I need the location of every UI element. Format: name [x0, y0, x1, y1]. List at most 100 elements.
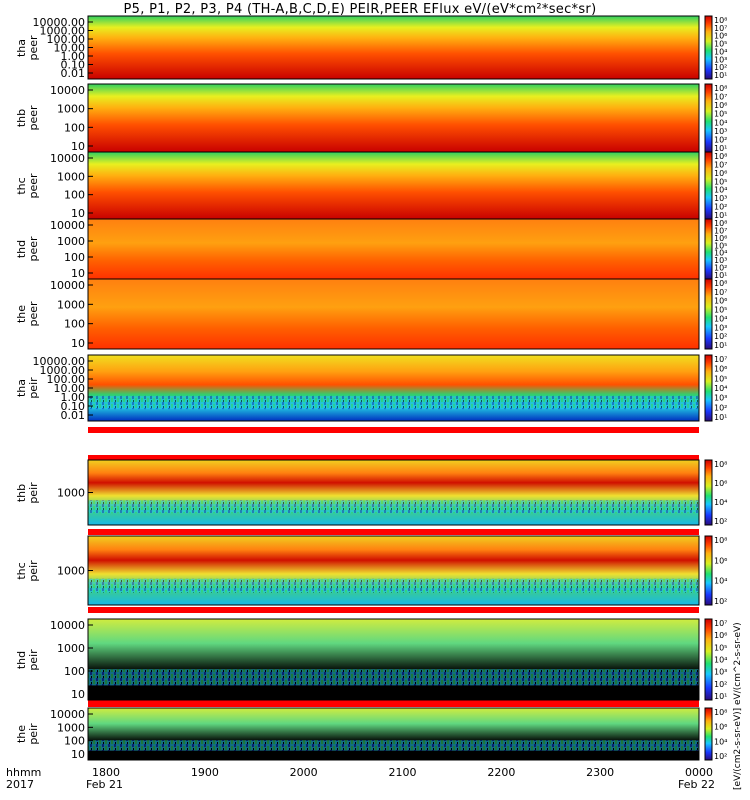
xaxis-end-date: Feb 22 [678, 778, 715, 791]
xtick-label: 2200 [487, 766, 516, 779]
colorbar-tick-label: 10⁴ [714, 577, 727, 586]
colorbar-tick-label: 10⁴ [714, 656, 727, 665]
ytick-label: 1.00 [61, 391, 86, 404]
colorbar-tick-label: 10⁴ [714, 118, 727, 127]
ylabel-thc-peer: thc peer [15, 172, 40, 199]
ylabel-tha-peer: tha peer [15, 34, 40, 61]
colorbar-tick-label: 10² [714, 63, 727, 72]
colorbar-the-peer [704, 278, 713, 350]
colorbar-tick-label: 10¹ [714, 144, 727, 153]
ylabel-thb-peir: thb peir [15, 481, 40, 504]
colorbar-tick-label: 10⁵ [714, 643, 727, 652]
ytick-label: 0.01 [61, 409, 86, 422]
colorbar-thd-peir [704, 618, 713, 701]
colorbar-tick-label: 10⁵ [714, 241, 727, 250]
panel-thc-peir-noise-band [88, 578, 699, 593]
colorbar-tick-label: 10⁷ [714, 288, 727, 297]
colorbar-tick-label: 10⁶ [714, 479, 727, 488]
ylabel-thc-peir: thc peir [15, 559, 40, 582]
ytick-label: 10 [71, 207, 85, 220]
ytick-label: 1000 [57, 487, 85, 500]
data-gap-bar [88, 529, 699, 535]
colorbar-tha-peer [704, 15, 713, 80]
xaxis-head-year: 2017 [6, 778, 34, 791]
colorbar-tick-label: 10⁵ [714, 110, 727, 119]
colorbar-tick-label: 10¹ [714, 71, 727, 80]
colorbar-tick-label: 10² [714, 332, 727, 341]
panel-thd-peir-noise-band [88, 669, 699, 686]
ylabel-thd-peir: thd peir [15, 648, 40, 671]
colorbar-tick-label: 10⁴ [714, 737, 727, 746]
colorbar-tick-label: 10⁷ [714, 24, 727, 33]
ytick-label: 10000 [50, 708, 85, 721]
colorbar-tick-label: 10⁵ [714, 374, 727, 383]
colorbar-tick-label: 10⁶ [714, 365, 727, 374]
ytick-label: 100 [64, 251, 85, 264]
colorbar-tick-label: 10⁴ [714, 384, 727, 393]
colorbar-thd-peer [704, 218, 713, 280]
ytick-label: 100 [64, 318, 85, 331]
ytick-label: 1000 [57, 642, 85, 655]
colorbar-tick-label: 10⁷ [714, 93, 727, 102]
panel-thb-peir-noise-band [88, 500, 699, 514]
xtick-label: 2000 [289, 766, 318, 779]
ytick-label: 10 [71, 267, 85, 280]
ytick-label: 10 [71, 337, 85, 350]
ytick-label: 1000 [57, 721, 85, 734]
colorbar-tick-label: 10⁶ [714, 234, 727, 243]
colorbar-tick-label: 10⁴ [714, 47, 727, 56]
panel-tha-peir-heatmap [88, 355, 699, 421]
panel-the-peer-heatmap [88, 279, 699, 349]
ytick-label: 1000.00 [40, 25, 86, 38]
panel-thd-peir-frame [87, 618, 700, 701]
ylabel-the-peir: the peir [15, 723, 40, 745]
ytick-label: 100 [64, 189, 85, 202]
colorbar-tick-label: 10² [714, 517, 727, 526]
colorbar-tick-label: 10⁴ [714, 249, 727, 258]
colorbar-thc-peer [704, 151, 713, 220]
colorbar-tick-label: 10⁶ [714, 32, 727, 41]
panel-the-peer-frame [87, 278, 700, 350]
ytick-label: 1.00 [61, 50, 86, 63]
panel-thc-peir-heatmap [88, 536, 699, 605]
ytick-label: 1000 [57, 235, 85, 248]
colorbar-tick-label: 10¹ [714, 413, 727, 422]
ylabel-thd-peer: thd peer [15, 236, 40, 262]
ytick-label: 100 [64, 735, 85, 748]
ylabel-thb-peer: thb peer [15, 105, 40, 131]
colorbar-tick-label: 10⁶ [714, 556, 727, 565]
colorbar-tick-label: 10⁶ [714, 169, 727, 178]
ylabel-tha-peir: tha peir [15, 377, 40, 399]
colorbar-the-peir [704, 707, 713, 761]
ytick-label: 100 [64, 665, 85, 678]
xaxis-head-hhmm: hhmm [6, 766, 42, 779]
colorbar-tick-label: 10³ [714, 55, 727, 64]
ytick-label: 1000 [57, 170, 85, 183]
panel-thc-peer-heatmap [88, 152, 699, 219]
colorbar-thb-peer [704, 83, 713, 153]
colorbar-tick-label: 10⁸ [714, 460, 727, 469]
colorbar-tick-label: 10² [714, 264, 727, 273]
colorbar-tick-label: 10² [714, 597, 727, 606]
ylabel-the-peer: the peer [15, 301, 40, 327]
data-gap-bar [88, 700, 699, 707]
colorbar-tick-label: 10⁷ [714, 226, 727, 235]
colorbar-thc-peir [704, 535, 713, 606]
ytick-label: 0.01 [61, 67, 86, 80]
ytick-label: 10000 [50, 152, 85, 165]
xtick-label: 2300 [586, 766, 615, 779]
colorbar-tick-label: 10⁶ [714, 101, 727, 110]
colorbar-tick-label: 10⁷ [714, 355, 727, 364]
colorbar-tick-label: 10² [714, 752, 727, 761]
colorbar-tick-label: 10⁸ [714, 84, 727, 93]
data-gap-bar [88, 455, 699, 460]
data-gap-bar [88, 427, 699, 433]
colorbar-tick-label: 10⁵ [714, 40, 727, 49]
panel-thd-peir-heatmap [88, 619, 699, 700]
ytick-label: 1000 [57, 565, 85, 578]
panel-thd-peer-heatmap [88, 219, 699, 279]
colorbar-tick-label: 10³ [714, 394, 727, 403]
colorbar-tick-label: 10⁶ [714, 631, 727, 640]
colorbar-tick-label: 10⁷ [714, 619, 727, 628]
ytick-label: 100 [64, 121, 85, 134]
